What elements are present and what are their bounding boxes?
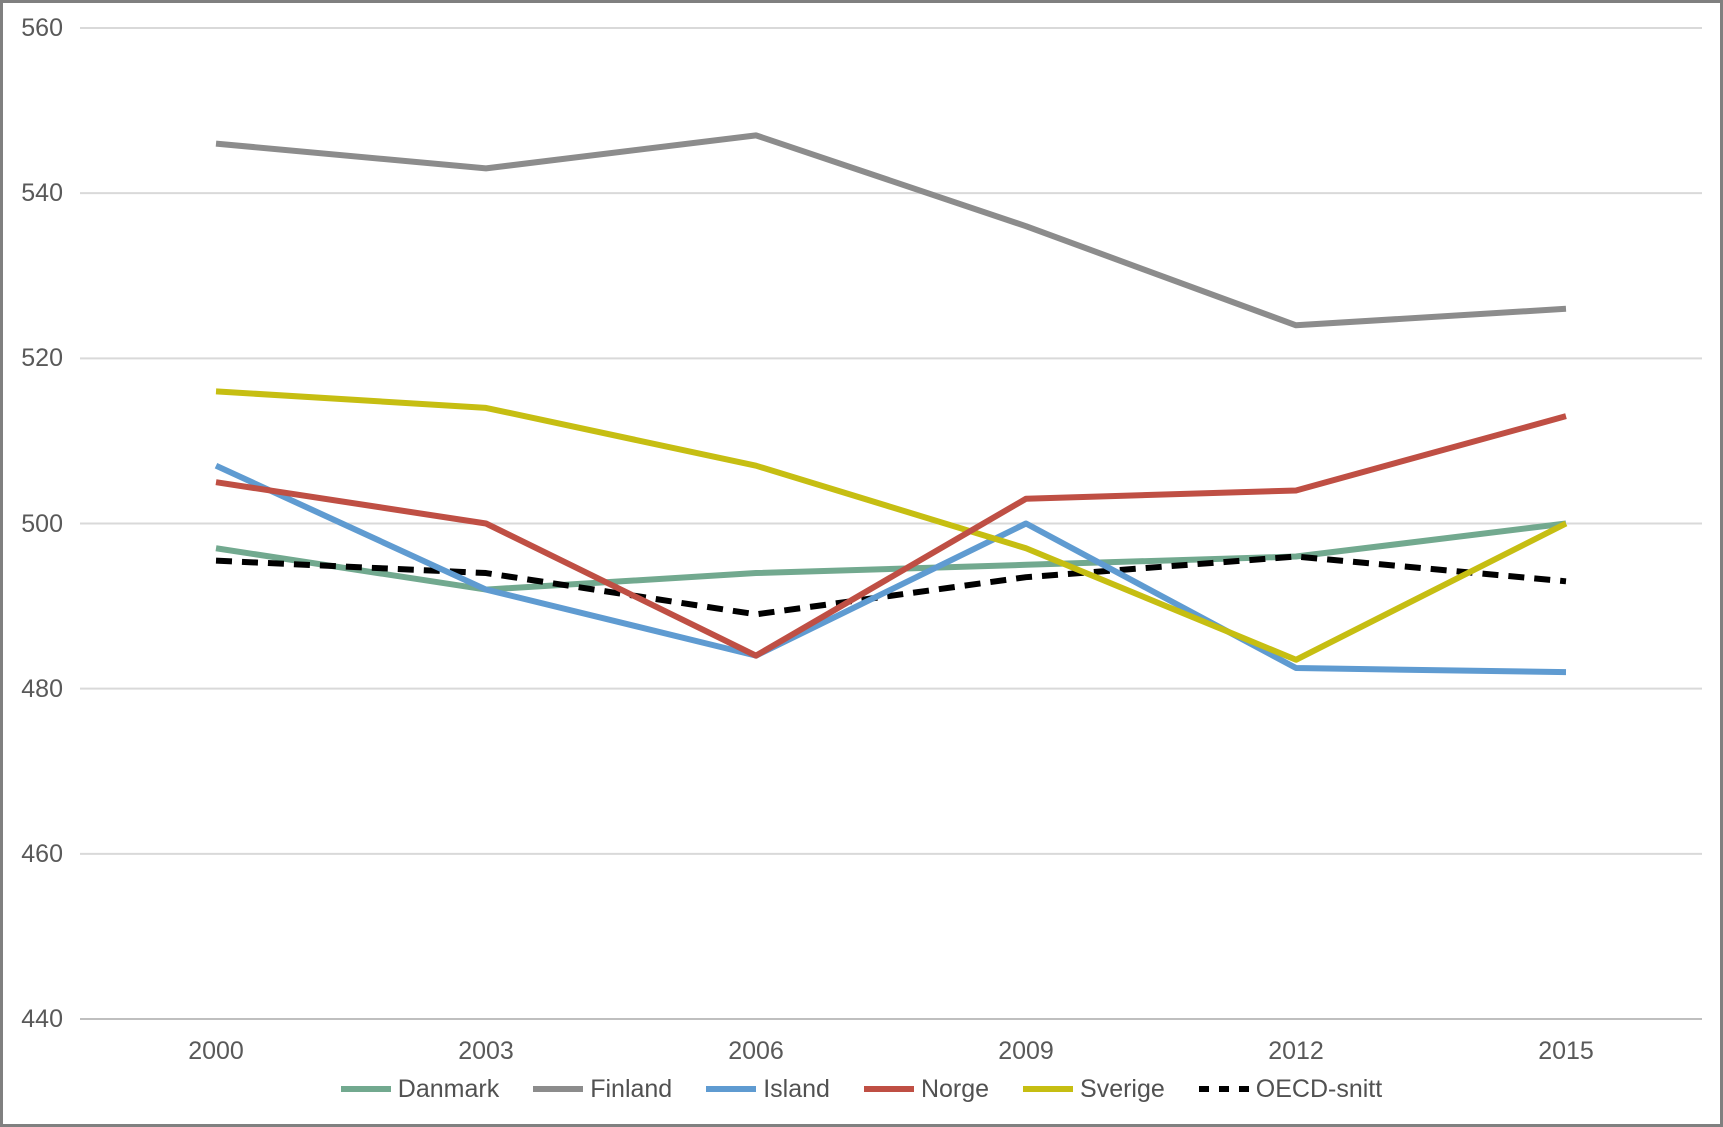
legend-item-norge: Norge bbox=[863, 1074, 990, 1104]
line-chart-plot bbox=[80, 27, 1702, 1020]
chart-legend: Danmark Finland Island Norge Sverige OECD-sni… bbox=[3, 1071, 1720, 1107]
x-tick-label: 2003 bbox=[458, 1037, 514, 1065]
series-line-finland bbox=[215, 132, 1567, 329]
series-line-sverige bbox=[215, 388, 1568, 663]
legend-swatch-norge bbox=[863, 1086, 914, 1092]
legend-item-finland: Finland bbox=[533, 1075, 672, 1104]
legend-label-sverige: Sverige bbox=[1080, 1074, 1165, 1103]
legend-swatch-finland bbox=[533, 1086, 584, 1092]
y-tick-label: 480 bbox=[21, 674, 63, 703]
y-tick-label: 460 bbox=[21, 839, 63, 868]
x-tick-label: 2015 bbox=[1538, 1037, 1594, 1065]
legend-label-danmark: Danmark bbox=[397, 1074, 500, 1103]
y-tick-label: 560 bbox=[21, 14, 63, 42]
y-tick-label: 500 bbox=[21, 509, 63, 538]
legend-swatch-island bbox=[706, 1086, 757, 1092]
series-line-danmark bbox=[215, 520, 1567, 593]
legend-item-danmark: Danmark bbox=[340, 1074, 500, 1104]
legend-label-norge: Norge bbox=[920, 1074, 990, 1103]
x-tick-label: 2000 bbox=[188, 1037, 244, 1065]
legend-swatch-sverige bbox=[1023, 1086, 1074, 1092]
y-tick-label: 440 bbox=[21, 1005, 63, 1033]
x-tick-label: 2006 bbox=[728, 1037, 784, 1065]
series-line-norge bbox=[215, 413, 1567, 659]
legend-swatch-oecd-snitt bbox=[1198, 1086, 1249, 1092]
series-lines-group bbox=[214, 132, 1568, 676]
legend-item-island: Island bbox=[706, 1075, 830, 1104]
legend-swatch-danmark bbox=[340, 1086, 391, 1092]
legend-label-island: Island bbox=[763, 1074, 830, 1103]
gridlines-group bbox=[80, 27, 1702, 1020]
series-line-island bbox=[214, 462, 1567, 676]
legend-item-oecd-snitt: OECD-snitt bbox=[1198, 1074, 1383, 1104]
legend-item-sverige: Sverige bbox=[1023, 1075, 1165, 1104]
x-tick-label: 2012 bbox=[1268, 1037, 1324, 1065]
x-tick-label: 2009 bbox=[998, 1037, 1054, 1065]
legend-label-finland: Finland bbox=[590, 1074, 673, 1103]
y-tick-label: 520 bbox=[21, 344, 63, 373]
legend-label-oecd-snitt: OECD-snitt bbox=[1255, 1074, 1383, 1103]
y-tick-label: 540 bbox=[21, 179, 63, 208]
series-line-oecd-snitt bbox=[215, 553, 1567, 618]
